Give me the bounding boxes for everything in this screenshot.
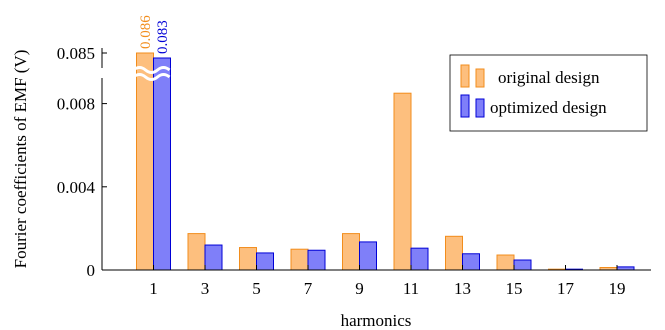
x-tick-label: 17 [557,279,575,298]
axes-group [100,48,651,271]
y-ticks-group: 0 0.004 0.008 0.085 [57,44,107,280]
bar-original-h15 [496,254,515,271]
bar-original-h13 [445,235,463,271]
x-tick-label: 7 [304,279,313,298]
bar-original-h7 [290,248,309,271]
legend-swatch-original-b [475,68,485,88]
x-tick-label: 3 [201,279,210,298]
legend-swatch-optimized-b [475,98,485,118]
bar-original-h11 [393,92,412,271]
x-tick-label: 5 [252,279,261,298]
x-axis-title: harmonics [341,311,412,330]
bar-original-h5 [239,247,257,271]
y-tick-label: 0.008 [57,95,95,114]
data-label-original: 0.086 [138,15,154,49]
legend: original design optimized design [449,54,648,132]
legend-label-optimized: optimized design [490,98,607,117]
x-tick-label: 9 [355,279,364,298]
bar-optimized-h1 [153,57,171,271]
bar-optimized-h7 [307,249,326,271]
y-tick-label: 0.085 [57,44,95,63]
legend-swatch-optimized-a [460,94,470,118]
legend-swatch-original-a [460,64,470,88]
y-tick-label: 0.004 [57,178,96,197]
x-ticks-group: 1 3 5 7 9 11 13 15 17 19 [149,265,626,298]
bar-original-h1 [136,52,154,271]
bar-optimized-h5 [256,252,274,271]
bar-original-h9 [342,233,360,271]
axis-break-mark [132,66,171,74]
x-tick-label: 13 [454,279,471,298]
x-tick-label: 11 [403,279,419,298]
bar-optimized-h13 [462,253,480,271]
bar-original-h3 [187,233,206,271]
bar-optimized-h15 [513,259,532,271]
y-axis-title: Fourier coefficients of EMF (V) [11,50,30,269]
bar-optimized-h3 [204,244,223,271]
axis-break-mark [132,73,171,81]
x-tick-label: 1 [149,279,158,298]
legend-box [449,54,648,132]
legend-label-original: original design [498,68,600,87]
data-label-optimized: 0.083 [155,20,171,54]
x-tick-label: 19 [609,279,626,298]
bar-optimized-h9 [359,241,377,271]
y-tick-label: 0 [87,261,96,280]
x-tick-label: 15 [506,279,523,298]
bar-optimized-h11 [410,247,429,271]
bars-group [132,52,635,271]
